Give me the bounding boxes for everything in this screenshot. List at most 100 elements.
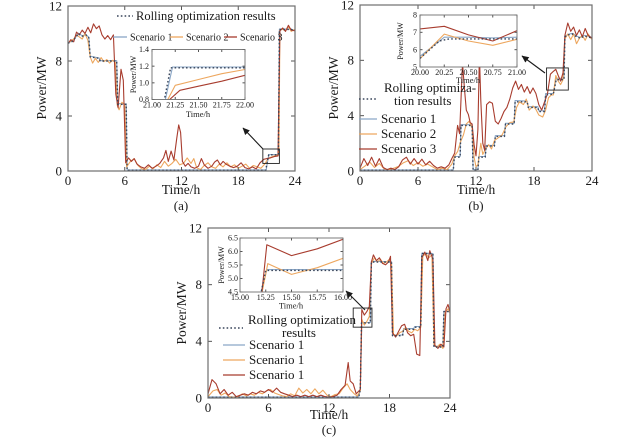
b-xtick-label: 18 <box>528 173 541 188</box>
a-inset-xtick-label: 21.00 <box>143 101 161 110</box>
c-y-axis-label: Power/MW <box>174 281 189 344</box>
a-y-axis-label: Power/MW <box>34 56 49 119</box>
a-inset-ytick-label: 1.4 <box>139 45 149 54</box>
a-inset-bg <box>152 49 245 100</box>
a-series-rolling <box>68 28 295 171</box>
a-caption: (a) <box>174 198 188 213</box>
c-inset-series-rolling <box>260 269 343 292</box>
c-caption: (c) <box>322 422 336 437</box>
a-xtick-label: 12 <box>175 173 188 188</box>
a-legend-label: Scenario 2 <box>186 33 229 44</box>
a-inset-series-s3 <box>168 74 245 100</box>
b-legend-label: Rolling optimiza- <box>384 80 476 95</box>
a-inset-series-rolling <box>163 67 245 100</box>
b-legend-label: Scenario 3 <box>381 141 436 156</box>
c-series-rolling <box>208 252 450 398</box>
a-ytick-label: 4 <box>56 108 63 123</box>
a-zoom-arrow <box>242 127 264 150</box>
c-ytick-label: 8 <box>196 277 203 292</box>
a-xtick-label: 0 <box>65 173 72 188</box>
c-inset-x-axis-label: Time/h <box>279 301 304 311</box>
b-inset-ytick-label: 8 <box>413 11 417 20</box>
b-inset-xtick-label: 20.50 <box>460 68 478 77</box>
b-inset-series-s2 <box>420 33 517 60</box>
a-inset-xtick-label: 22.00 <box>236 101 254 110</box>
a-ytick-label: 8 <box>56 53 63 68</box>
b-series-s1 <box>360 32 592 171</box>
b-x-axis-label: Time/h <box>457 182 496 197</box>
c-inset-ytick-label: 5.0 <box>228 274 238 283</box>
b-inset-ytick-label: 5 <box>413 63 417 72</box>
c-legend-label: Scenario 1 <box>249 352 304 367</box>
a-inset-xtick-label: 21.75 <box>213 101 231 110</box>
b-inset-xtick-label: 21.00 <box>508 68 526 77</box>
c-xtick-label: 6 <box>265 400 272 415</box>
c-inset-ytick-label: 6.0 <box>228 247 238 256</box>
b-inset-xtick-label: 20.25 <box>435 68 453 77</box>
c-inset-xtick-label: 15.25 <box>257 293 275 302</box>
c-inset-y-axis-label: Power/MW <box>217 246 226 284</box>
c-legend-label: Scenario 1 <box>249 367 304 382</box>
b-inset: 20.00 20.25 20.50 20.75 21.00 5 6 7 8 Time/h Power… <box>396 11 526 85</box>
c-xtick-label: 12 <box>323 400 336 415</box>
a-inset-xtick-label: 21.50 <box>190 101 208 110</box>
a-inset-series-s2 <box>167 68 245 100</box>
b-legend-label: Scenario 2 <box>381 126 436 141</box>
b-inset-ytick-label: 7 <box>413 28 417 37</box>
a-xtick-label: 24 <box>289 173 303 188</box>
c-inset-xtick-label: 15.50 <box>283 293 301 302</box>
c-ytick-label: 12 <box>189 220 202 235</box>
b-zoom-arrow <box>521 55 546 74</box>
a-zoom-box <box>262 148 280 164</box>
b-inset-frame <box>419 14 518 68</box>
a-inset-xtick-label: 21.25 <box>166 101 184 110</box>
a-inset-x-axis-label: Time/h <box>186 109 211 119</box>
c-x-axis-label: Time/h <box>310 407 349 422</box>
c-legend-label: results <box>282 325 316 340</box>
c-inset-xtick-label: 15.75 <box>308 293 326 302</box>
c-inset-bg <box>240 238 343 292</box>
a-legend-label: Rolling optimization results <box>136 9 276 23</box>
b-ytick-label: 8 <box>348 53 355 68</box>
a-inset: 21.00 21.25 21.50 21.75 22.00 0.8 1.0 1.2 1.4 Tim… <box>129 45 254 119</box>
a-frame <box>67 5 296 172</box>
b-y-axis-label: Power/MW <box>326 56 341 119</box>
c-frame <box>207 227 451 399</box>
a-series-s2 <box>68 26 295 171</box>
b-xtick-label: 24 <box>586 173 600 188</box>
b-inset-ytick-label: 6 <box>413 45 417 54</box>
b-inset-xtick-label: 20.00 <box>411 68 429 77</box>
c-xtick-label: 24 <box>444 400 458 415</box>
b-caption: (b) <box>468 198 483 213</box>
c-inset-xtick-label: 16.00 <box>334 293 352 302</box>
a-legend-label: Scenario 1 <box>130 33 173 44</box>
b-legend-label: tion results <box>394 93 451 108</box>
a-inset-ytick-label: 0.8 <box>139 95 149 104</box>
c-xtick-label: 0 <box>205 400 212 415</box>
a-inset-series-s1 <box>164 66 245 100</box>
c-xtick-label: 18 <box>383 400 396 415</box>
a-inset-frame <box>151 49 246 100</box>
b-zoom-box <box>546 67 569 91</box>
c-inset-series-s2 <box>261 257 343 292</box>
c-inset-ytick-label: 6.5 <box>228 234 238 243</box>
b-series-s2 <box>360 33 592 171</box>
c-inset-xtick-label: 15.00 <box>231 293 249 302</box>
b-frame <box>359 4 593 172</box>
b-inset-series-s3 <box>420 25 517 42</box>
b-inset-y-axis-label: Power/MW <box>396 22 405 60</box>
c-ytick-label: 0 <box>196 390 203 405</box>
b-inset-xtick-label: 20.75 <box>484 68 502 77</box>
a-series-s3 <box>68 23 295 170</box>
c-inset-frame <box>239 237 344 293</box>
c-ytick-label: 4 <box>196 334 203 349</box>
a-ytick-label: 12 <box>49 0 62 13</box>
a-xtick-label: 6 <box>122 173 129 188</box>
b-ytick-label: 4 <box>348 108 355 123</box>
a-inset-y-axis-label: Power/MW <box>129 55 138 93</box>
